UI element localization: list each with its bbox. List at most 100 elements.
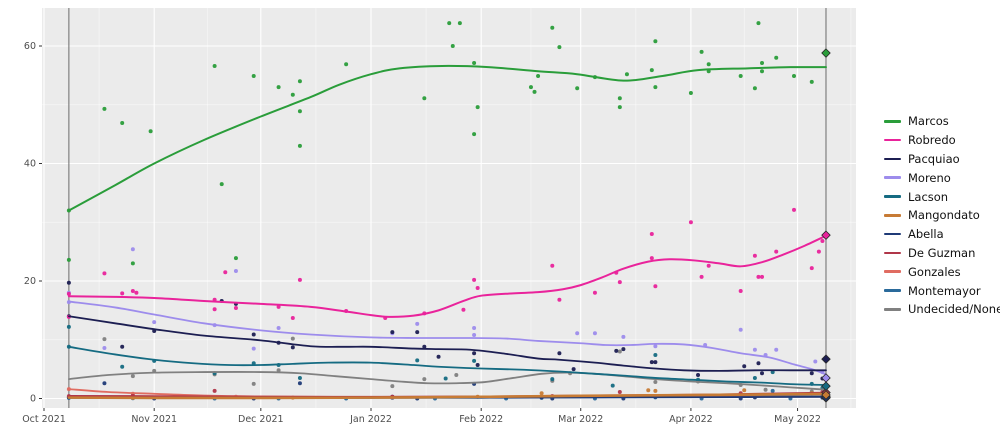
data-point-marcos [297, 143, 302, 148]
data-point-marcos [344, 62, 349, 67]
result-diamond-mangondato [821, 390, 831, 400]
trend-line-pacquiao [67, 315, 827, 372]
legend-key-robredo [884, 138, 901, 142]
result-diamond-robredo [821, 230, 831, 240]
data-point-robredo [297, 277, 302, 282]
data-point-moreno [752, 347, 757, 352]
data-point-robredo [809, 266, 814, 271]
data-point-marcos [422, 96, 427, 101]
data-point-robredo [791, 207, 796, 212]
data-point-marcos [212, 63, 217, 68]
data-point-robredo [756, 274, 761, 279]
data-point-marcos [738, 73, 743, 78]
data-point-moreno [813, 359, 818, 364]
data-point-moreno [575, 331, 580, 336]
legend-key-moreno [884, 176, 901, 180]
legend-label-abella: Abella [908, 227, 944, 242]
data-point-pacquiao [436, 354, 441, 359]
legend-key-undecided-none [884, 308, 901, 311]
data-point-moreno [653, 344, 658, 349]
data-point-marcos [102, 106, 107, 111]
legend-label-lacson: Lacson [908, 189, 949, 204]
data-point-undecided-none [653, 380, 658, 385]
data-point-marcos [233, 256, 238, 261]
y-tick-label: 60 [24, 41, 36, 52]
data-point-pacquiao [390, 330, 395, 335]
x-tick-label: Apr 2022 [669, 414, 713, 425]
data-point-pacquiao [696, 373, 701, 377]
trend-line-mangondato [67, 392, 828, 400]
data-point-lacson [472, 358, 477, 363]
data-point-robredo [134, 290, 139, 295]
data-point-undecided-none [763, 387, 768, 392]
data-point-abella [297, 381, 302, 386]
data-point-marcos [653, 39, 658, 44]
data-point-marcos [653, 85, 658, 90]
data-point-robredo [557, 297, 562, 302]
data-point-marcos [120, 120, 125, 125]
data-point-moreno [621, 334, 626, 339]
data-point-moreno [251, 346, 256, 351]
data-point-robredo [820, 239, 825, 244]
trend-line-undecided-none [67, 371, 827, 391]
data-point-robredo [649, 256, 654, 261]
data-point-moreno [472, 333, 477, 338]
data-point-robredo [461, 307, 466, 312]
data-point-marcos [760, 69, 765, 74]
data-point-robredo [223, 270, 228, 275]
data-point-pacquiao [66, 280, 71, 285]
legend: Marcos Robredo Pacquiao Moreno Lacson Mangond… [884, 112, 1000, 319]
x-tick-label: Feb 2022 [459, 414, 503, 425]
data-point-pacquiao [571, 367, 576, 372]
legend-item-abella: Abella [884, 225, 1000, 244]
data-point-marcos [550, 25, 555, 30]
result-diamond-marcos [821, 48, 831, 58]
legend-key-lacson [884, 195, 901, 198]
data-point-robredo [475, 286, 480, 291]
y-tick-label: 20 [24, 276, 36, 287]
data-point-de-guzman [212, 388, 217, 393]
data-point-montemayor [770, 388, 775, 393]
data-point-robredo [774, 249, 779, 254]
data-point-moreno [152, 320, 157, 325]
data-point-lacson [415, 358, 420, 363]
data-point-moreno [276, 326, 281, 330]
data-point-pacquiao [290, 345, 295, 350]
y-tick-label: 0 [30, 394, 36, 405]
legend-item-montemayor: Montemayor [884, 281, 1000, 300]
data-point-lacson [443, 376, 448, 381]
data-point-marcos [457, 21, 462, 26]
data-point-undecided-none [390, 384, 395, 389]
data-point-pacquiao [251, 332, 256, 337]
data-point-mangondato [653, 388, 658, 393]
data-point-robredo [617, 280, 622, 285]
data-point-robredo [233, 306, 238, 311]
data-point-marcos [617, 105, 622, 110]
data-point-marcos [475, 105, 480, 110]
data-point-pacquiao [475, 363, 480, 368]
data-point-marcos [472, 132, 477, 137]
data-point-robredo [688, 220, 693, 225]
legend-label-undecided-none: Undecided/None [908, 302, 1000, 317]
data-point-marcos [219, 182, 224, 187]
data-point-robredo [212, 307, 217, 312]
x-tick-label: Oct 2021 [22, 414, 66, 425]
data-point-marcos [760, 61, 765, 66]
data-point-lacson [550, 377, 555, 382]
data-point-pacquiao [756, 361, 761, 366]
data-point-lacson [297, 375, 302, 380]
data-point-marcos [557, 45, 562, 50]
x-tick-label: May 2022 [774, 414, 821, 425]
data-point-marcos [290, 92, 295, 97]
x-tick-label: Jan 2022 [349, 414, 392, 425]
data-point-robredo [550, 263, 555, 268]
data-point-marcos [756, 21, 761, 26]
data-point-lacson [120, 364, 125, 369]
data-point-de-guzman [617, 390, 622, 395]
data-point-mangondato [539, 391, 544, 396]
y-tick-label: 40 [24, 159, 36, 170]
data-point-pacquiao [422, 344, 427, 349]
legend-item-mangondato: Mangondato [884, 206, 1000, 225]
data-point-moreno [774, 347, 779, 352]
